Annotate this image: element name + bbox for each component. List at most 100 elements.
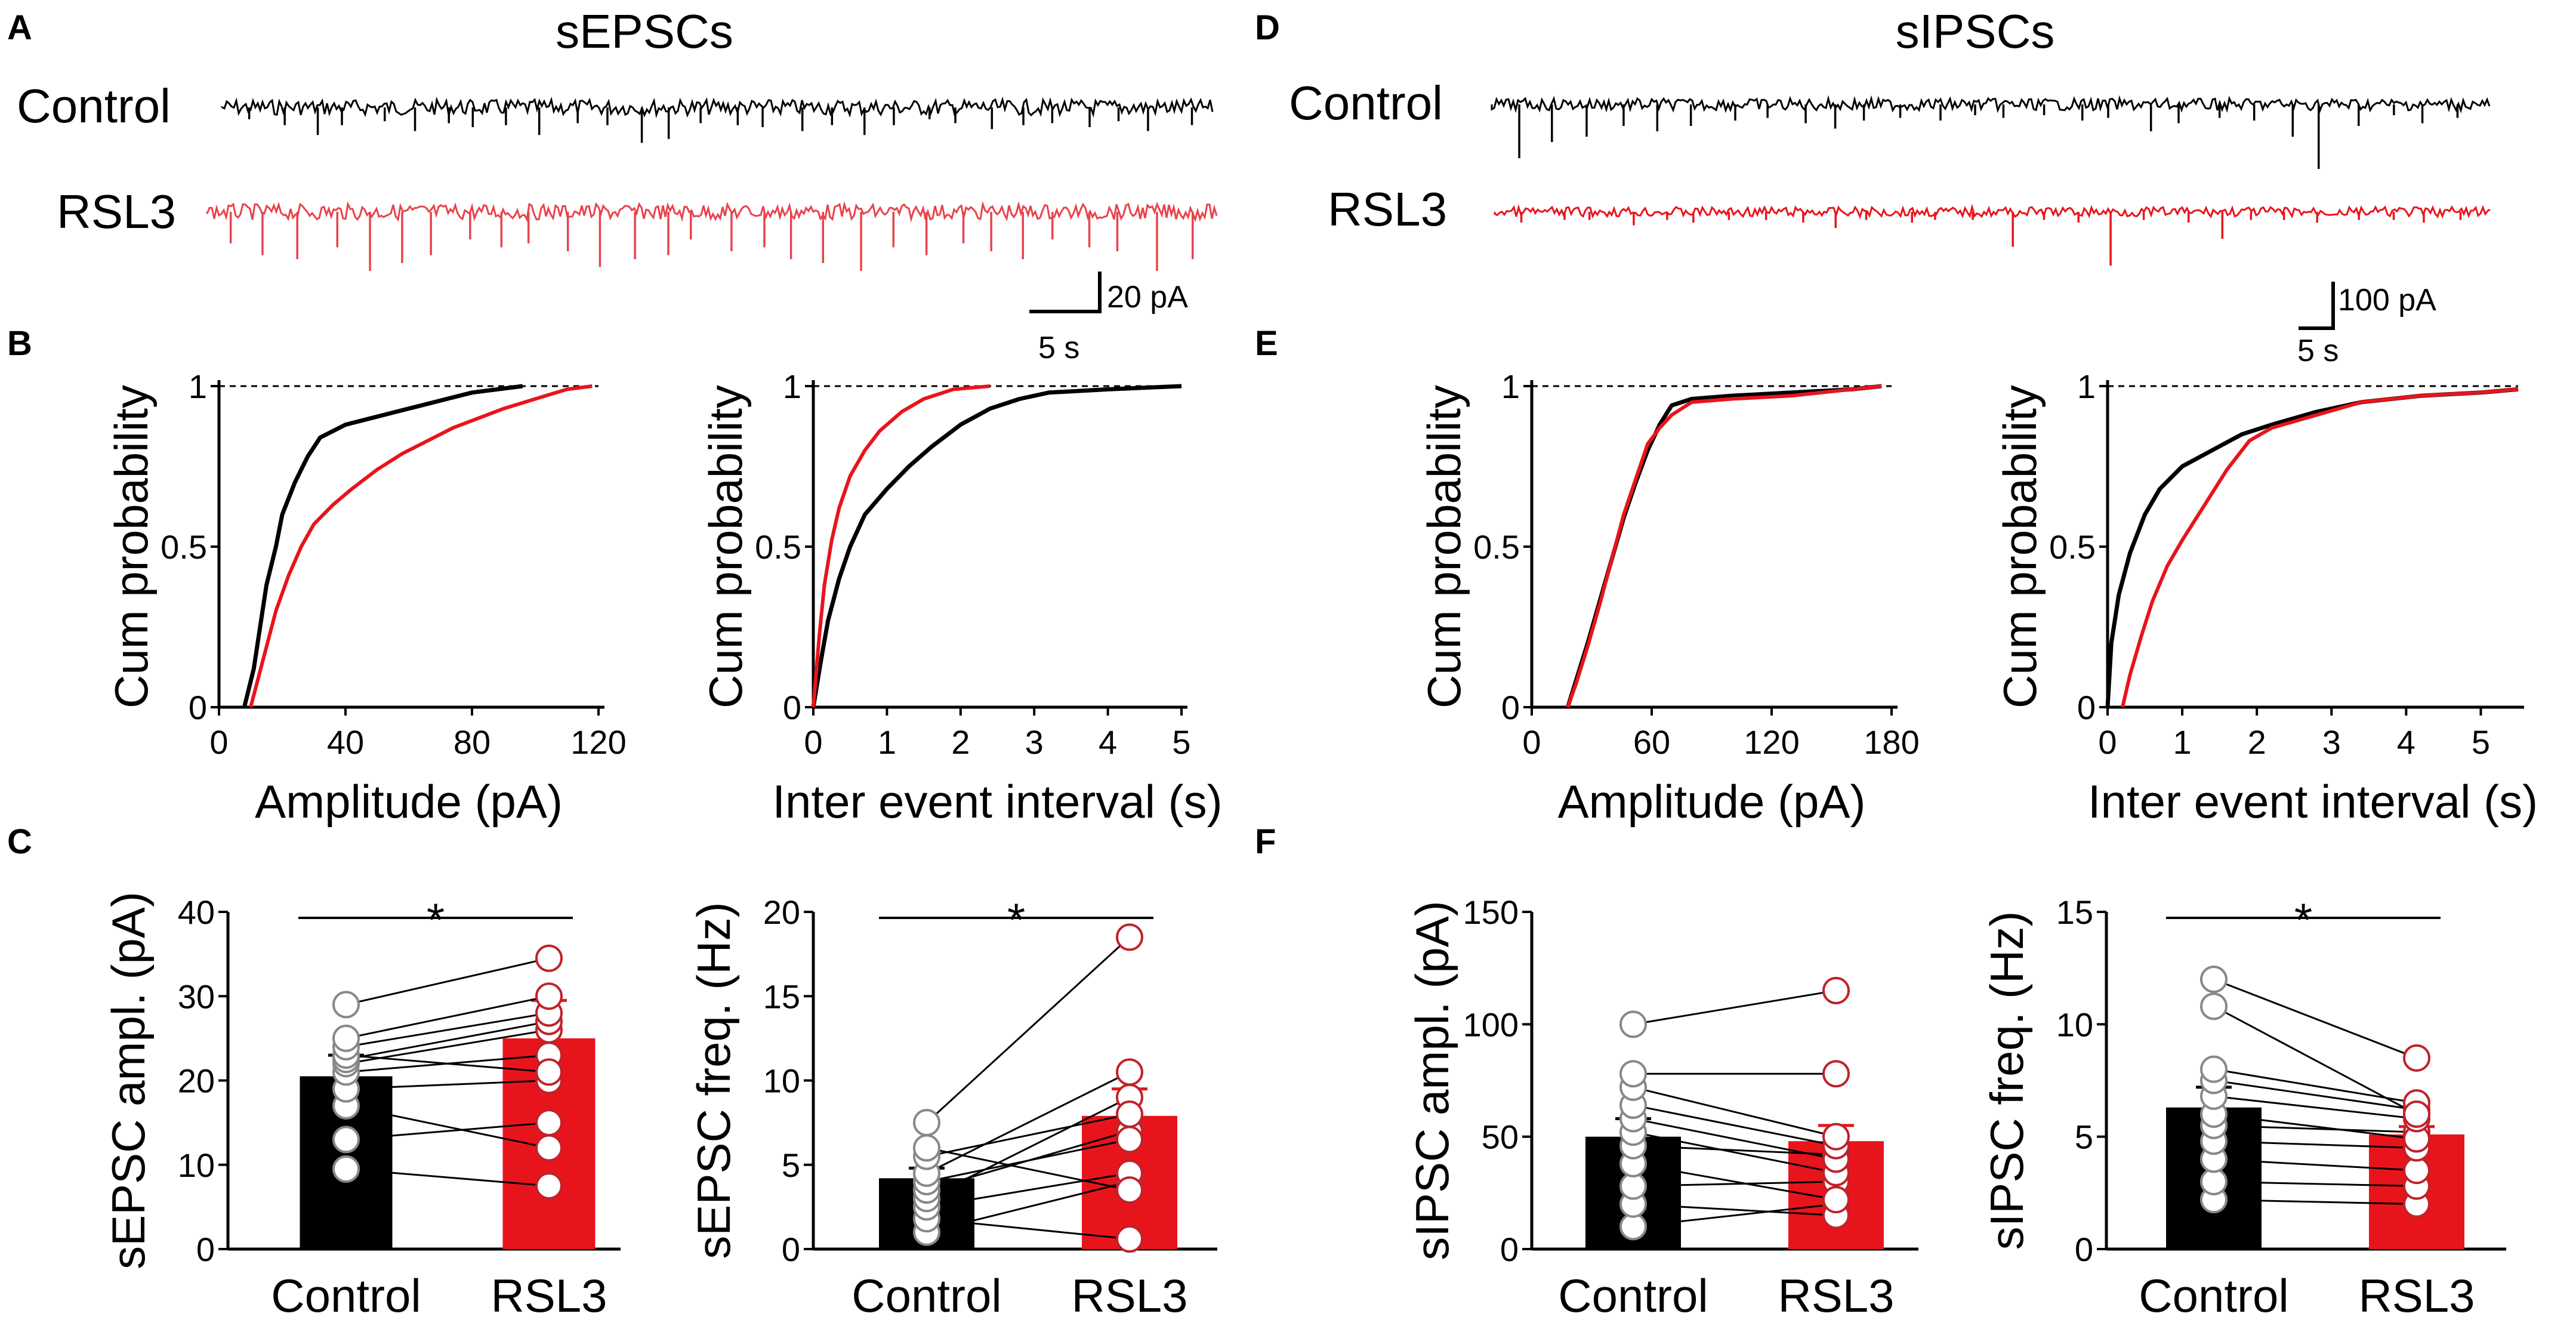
data-point-rsl3 [1822,976,1850,1004]
data-point-rsl3 [1116,1126,1143,1154]
paired-line [926,1217,1130,1240]
data-point-rsl3 [1116,1225,1143,1253]
paired-line [1633,1203,1837,1228]
paired-line [2213,1095,2417,1120]
panel-label-f: F [1255,822,1276,861]
scalebar-d: 100 pA 5 s [2297,282,2436,368]
scalebar-a-time: 5 s [1038,331,1079,365]
paired-line [1633,1086,1837,1138]
paired-line [1633,1131,1837,1174]
data-point-rsl3 [1822,1060,1850,1088]
chart-f-sipsc-amplitude: 0 50 100 150 Control RSL3 sIPSC ampl. (pA) [1406,893,1918,1322]
x-tick-label: 1 [2173,723,2192,761]
scalebar-a-amplitude: 20 pA [1107,280,1188,315]
data-point-rsl3 [2403,1044,2430,1072]
panel-label-c: C [7,822,32,861]
y-tick-label: 0 [782,1231,800,1268]
data-point-rsl3 [1116,1058,1143,1086]
y-tick-label: 1 [783,368,801,405]
paired-line [926,1138,1130,1183]
y-axis-label: Cum probability [105,385,158,708]
x-tick-label: 0 [209,723,228,761]
y-tick-label: 50 [1482,1118,1519,1156]
paired-line [2213,1005,2417,1115]
paired-line [1633,1118,1837,1160]
paired-line [345,1121,550,1140]
paired-line [926,1071,1130,1174]
data-point-control [332,1126,360,1154]
panel-label-a: A [7,8,32,47]
y-tick-label: 100 [1463,1006,1519,1043]
paired-line [2213,1180,2417,1188]
x-tick-label: 5 [1172,723,1190,761]
trace-baseline [221,96,1214,119]
category-label: Control [852,1269,1001,1322]
x-tick-label: 120 [570,723,626,761]
y-axis-label: sEPSC freq. (Hz) [687,902,740,1259]
paired-line [2213,1198,2417,1206]
category-label: RSL3 [2358,1269,2475,1322]
data-point-control [913,1109,940,1137]
paired-line [926,1180,1130,1234]
y-tick-label: 10 [2056,1006,2093,1043]
y-tick-label: 0.5 [755,528,801,566]
x-tick-label: 2 [951,723,970,761]
x-tick-label: 60 [1633,723,1670,761]
x-tick-label: 3 [2322,723,2341,761]
x-tick-label: 0 [2098,723,2117,761]
y-tick-label: 30 [178,978,215,1015]
category-label: RSL3 [1071,1269,1187,1322]
y-axis-label: Cum probability [699,385,752,708]
data-point-rsl3 [535,1134,563,1162]
significance-marker: * [1007,893,1025,946]
y-tick-label: 1 [189,368,207,405]
trace-baseline [1491,95,2491,113]
trace-label-control-a: Control [17,79,171,132]
category-label: Control [2139,1269,2288,1322]
y-tick-label: 0 [2075,1231,2093,1268]
paired-line [2213,1113,2417,1140]
data-point-rsl3 [535,982,563,1010]
data-point-rsl3 [1822,1123,1850,1151]
trace-control-sipsc [1491,95,2491,169]
y-tick-label: 0 [2077,689,2096,726]
paired-line [345,1105,550,1149]
x-tick-label: 80 [454,723,490,761]
y-tick-label: 10 [178,1146,215,1184]
paired-line [2213,1124,2417,1133]
trace-label-control-d: Control [1289,76,1443,130]
paired-line [926,1147,1130,1191]
scalebar-d-amplitude: 100 pA [2338,283,2436,317]
significance-marker: * [2294,893,2312,946]
paired-line [345,1012,550,1048]
y-tick-label: 5 [2075,1118,2093,1156]
y-tick-label: 0 [783,689,801,726]
y-tick-label: 15 [763,978,800,1015]
chart-f-sipsc-frequency: 0 5 10 15 Control RSL3 * sIPSC freq. (Hz) [1980,893,2506,1322]
cdf-line-rsl3 [812,384,991,708]
trace-rsl3-sipsc [1494,204,2491,266]
trace-rsl3-sepsc [206,201,1218,271]
x-tick-label: 4 [2397,723,2415,761]
paired-line [2213,1080,2417,1111]
scalebar-a: 20 pA 5 s [1029,272,1188,365]
cdf-line-rsl3 [1566,384,1882,708]
category-label: RSL3 [490,1269,607,1322]
y-tick-label: 10 [763,1062,800,1100]
x-tick-label: 0 [804,723,822,761]
scalebar-a-lines [1029,272,1102,313]
y-tick-label: 15 [2056,893,2093,931]
trace-baseline [1494,204,2491,220]
y-tick-label: 0.5 [1473,528,1520,566]
paired-line [1633,1104,1837,1147]
panel-label-e: E [1255,324,1278,363]
paired-line [926,1096,1130,1200]
y-tick-label: 20 [763,893,800,931]
trace-title-sepsc: sEPSCs [556,5,733,58]
panel-label-d: D [1255,8,1280,47]
paired-line [345,957,550,1006]
paired-line [1633,1163,1837,1201]
y-tick-label: 1 [1501,368,1520,405]
data-point-control [913,1134,940,1162]
trace-label-rsl3-a: RSL3 [57,185,176,238]
